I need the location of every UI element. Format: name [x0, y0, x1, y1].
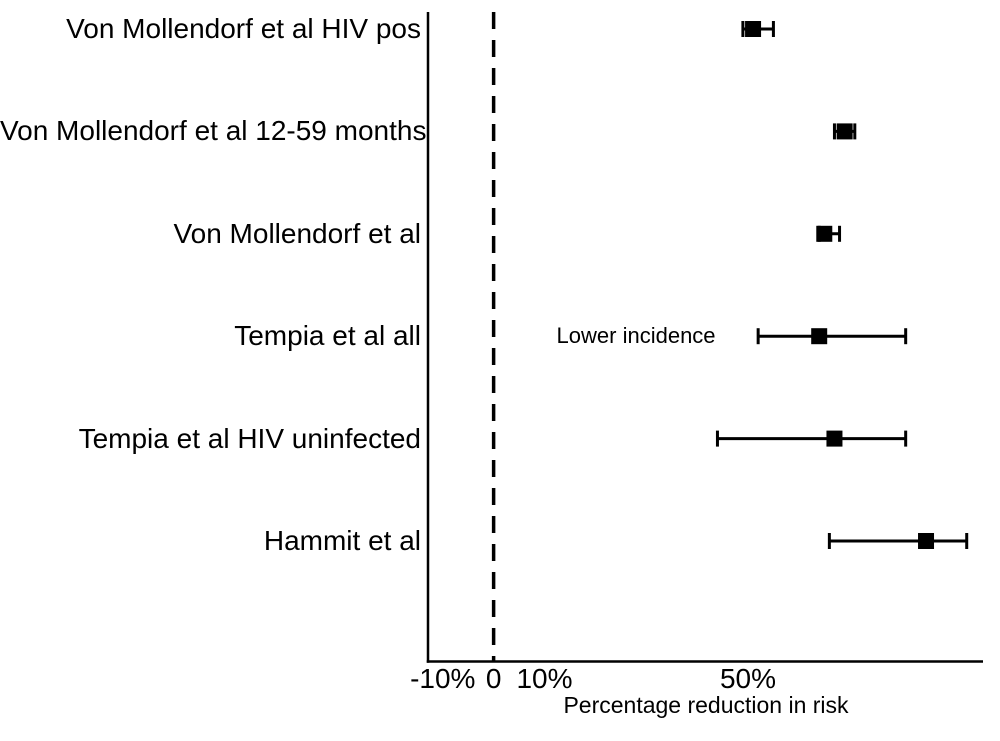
- row-label: Tempia et al all: [234, 320, 421, 352]
- row-label: Von Mollendorf et al: [173, 217, 422, 249]
- point-marker: [811, 328, 828, 345]
- row-label: Von Mollendorf et al HIV pos: [66, 13, 421, 44]
- point-marker: [816, 225, 833, 242]
- row-label: Von Mollendorf et al 12-59 months: [0, 115, 427, 147]
- row-label: Hammit et al: [263, 525, 421, 556]
- x-tick-label: -10%: [410, 663, 476, 694]
- x-tick-label: 10%: [516, 663, 573, 694]
- x-tick-label: 50%: [719, 663, 776, 694]
- point-marker: [826, 430, 843, 447]
- x-axis-title: Percentage reduction in risk: [563, 692, 849, 718]
- x-tick-label: 0: [485, 663, 502, 694]
- row-label: Tempia et al HIV uninfected: [78, 422, 421, 454]
- point-marker: [745, 21, 762, 37]
- annotation-lower-incidence: Lower incidence: [556, 323, 716, 349]
- point-marker: [918, 533, 935, 549]
- point-marker: [836, 123, 853, 140]
